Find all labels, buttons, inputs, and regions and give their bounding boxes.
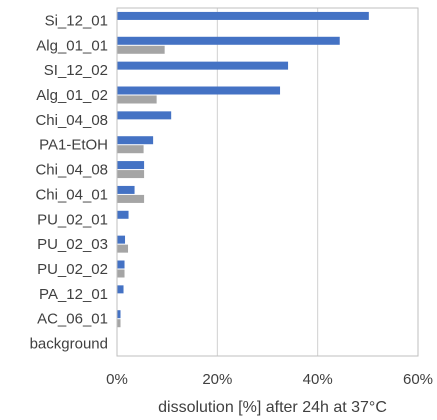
x-tick-label: 20% [202, 371, 232, 388]
bars-layer [117, 11, 369, 328]
x-tick-labels: 0% 20% 40% 60% [106, 371, 433, 388]
bar-series-2 [117, 95, 157, 104]
bar-series-1 [117, 185, 135, 194]
category-label: PU_02_03 [37, 236, 108, 253]
bar-series-1 [117, 61, 289, 70]
category-label: Chi_04_08 [35, 162, 108, 179]
x-axis-title: dissolution [%] after 24h at 37°C [158, 399, 387, 416]
bar-series-1 [117, 11, 369, 20]
plot-frame [116, 7, 419, 357]
category-label: Alg_01_02 [36, 87, 108, 104]
bar-series-1 [117, 36, 340, 45]
bar-series-1 [117, 235, 126, 244]
bar-series-2 [117, 244, 129, 253]
bar-series-2 [117, 194, 145, 203]
category-label: Alg_01_01 [36, 37, 108, 54]
category-label: PA_12_01 [39, 286, 108, 303]
category-labels: Si_12_01 Alg_01_01 SI_12_02 Alg_01_02 Chi_04… [30, 12, 108, 352]
category-label: AC_06_01 [37, 311, 108, 328]
x-tick-label: 40% [303, 371, 333, 388]
category-label: background [30, 336, 108, 353]
category-label: PU_02_02 [37, 261, 108, 278]
bar-series-1 [117, 310, 121, 319]
bar-series-2 [117, 269, 125, 278]
bar-series-1 [117, 210, 129, 219]
bar-series-1 [117, 161, 145, 170]
bar-series-2 [117, 145, 144, 154]
bar-series-1 [117, 285, 124, 294]
category-label: SI_12_02 [44, 62, 108, 79]
bar-series-2 [117, 319, 121, 328]
grid-layer [216, 8, 319, 356]
bar-series-1 [117, 111, 172, 120]
bar-series-2 [117, 170, 145, 179]
bar-series-1 [117, 136, 154, 145]
category-label: Chi_04_01 [35, 186, 108, 203]
category-label: Chi_04_08 [35, 112, 108, 129]
x-tick-label: 60% [403, 371, 433, 388]
category-label: PU_02_01 [37, 211, 108, 228]
category-label: PA1-EtOH [39, 137, 108, 154]
bar-series-1 [117, 260, 125, 269]
bar-series-1 [117, 86, 281, 95]
x-tick-label: 0% [106, 371, 128, 388]
bar-series-2 [117, 45, 165, 54]
category-label: Si_12_01 [45, 12, 108, 29]
